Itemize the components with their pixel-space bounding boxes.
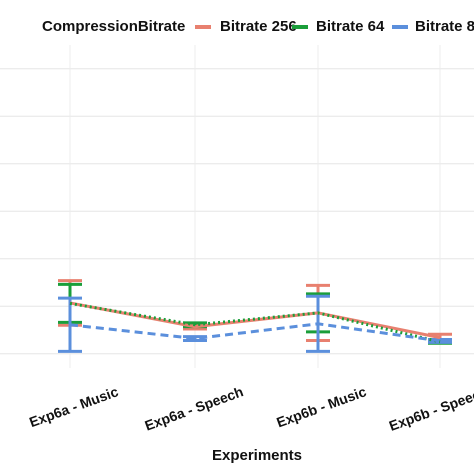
x-axis-title: Experiments <box>212 447 302 464</box>
legend-label: Bitrate 8 <box>415 18 474 35</box>
series-line <box>69 322 441 343</box>
legend-label: Bitrate 256 <box>220 18 297 35</box>
x-tick-label: Exp6b - Speech <box>387 383 474 434</box>
x-tick-label: Exp6a - Speech <box>143 383 246 433</box>
x-tick-label: Exp6a - Music <box>27 383 120 430</box>
series-line <box>69 301 441 344</box>
x-tick-label: Exp6b - Music <box>274 383 368 430</box>
legend-title: CompressionBitrate <box>42 18 185 35</box>
legend-label: Bitrate 64 <box>316 18 385 35</box>
series-line <box>69 301 441 340</box>
